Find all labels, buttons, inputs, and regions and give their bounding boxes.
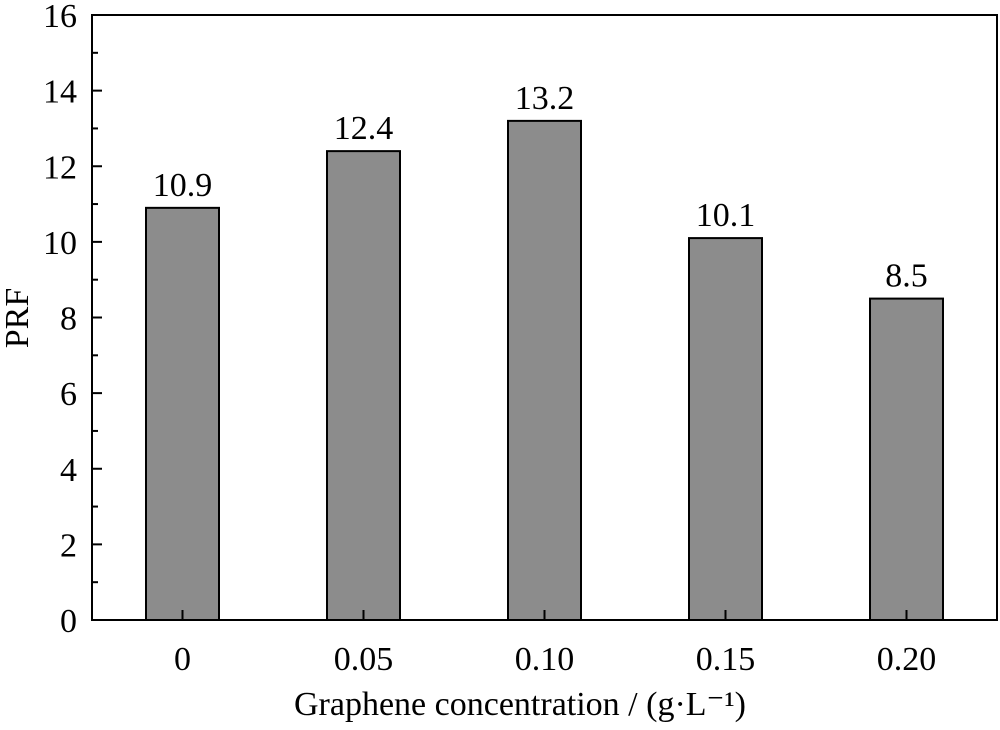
y-tick-label-2: 2 <box>60 527 77 564</box>
x-tick-label-0.05: 0.05 <box>334 641 394 678</box>
y-tick-label-12: 12 <box>43 149 77 186</box>
y-axis-ticks: 0 2 4 6 8 10 12 14 16 <box>43 0 102 640</box>
data-label-0.10: 13.2 <box>515 80 575 117</box>
x-tick-label-0: 0 <box>174 641 191 678</box>
y-tick-label-14: 14 <box>43 74 77 111</box>
x-tick-label-0.10: 0.10 <box>515 641 575 678</box>
bars-group <box>145 119 944 621</box>
bar-0.20 <box>869 297 944 621</box>
y-tick-label-0: 0 <box>60 603 77 640</box>
bar-0 <box>145 206 220 621</box>
data-label-0: 10.9 <box>153 167 213 204</box>
data-labels-group: 10.9 12.4 13.2 10.1 8.5 <box>153 80 928 295</box>
bar-0.10 <box>507 119 582 621</box>
y-tick-label-10: 10 <box>43 225 77 262</box>
data-label-0.20: 8.5 <box>885 258 928 295</box>
bar-0.05 <box>326 150 401 621</box>
y-tick-label-16: 16 <box>43 0 77 35</box>
y-tick-label-6: 6 <box>60 376 77 413</box>
data-label-0.15: 10.1 <box>696 197 756 234</box>
x-axis-label: Graphene concentration / (g·L⁻¹) <box>294 686 746 723</box>
y-tick-label-4: 4 <box>60 452 77 489</box>
data-label-0.05: 12.4 <box>334 110 394 147</box>
y-tick-label-8: 8 <box>60 301 77 338</box>
x-tick-label-0.20: 0.20 <box>877 641 937 678</box>
bar-0.15 <box>688 237 763 621</box>
x-axis-ticks: 0 0.05 0.10 0.15 0.20 <box>174 610 936 678</box>
y-axis-label: PRF <box>0 288 36 349</box>
x-tick-label-0.15: 0.15 <box>696 641 756 678</box>
